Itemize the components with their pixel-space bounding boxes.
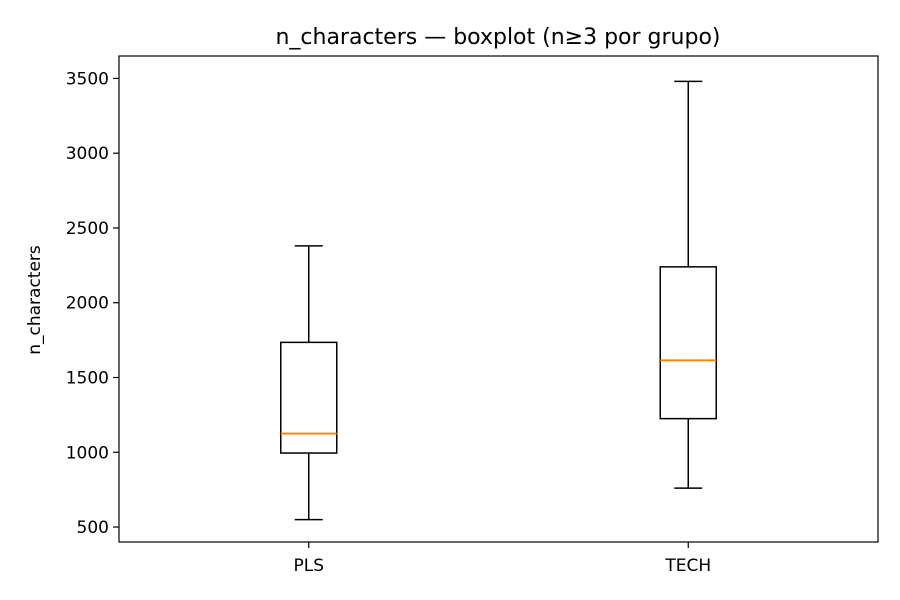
y-axis-label: n_characters <box>25 245 45 355</box>
box-iqr <box>659 266 717 420</box>
y-tick-label: 3500 <box>66 69 109 89</box>
y-tick-label: 500 <box>77 518 109 538</box>
y-tick-label: 1500 <box>66 369 109 389</box>
y-tick-label: 3000 <box>66 144 109 164</box>
y-tick-label: 1000 <box>66 443 109 463</box>
x-tick-label: TECH <box>664 556 711 576</box>
x-tick-label: PLS <box>293 556 324 576</box>
plot-frame <box>118 55 879 543</box>
y-tick-label: 2000 <box>66 294 109 314</box>
chart-title: n_characters — boxplot (n≥3 por grupo) <box>275 25 720 50</box>
box-iqr <box>280 341 338 454</box>
y-tick-label: 2500 <box>66 219 109 239</box>
plot-area: 500 1000 1500 2000 2500 3000 3500 PLS TECH <box>66 55 879 576</box>
